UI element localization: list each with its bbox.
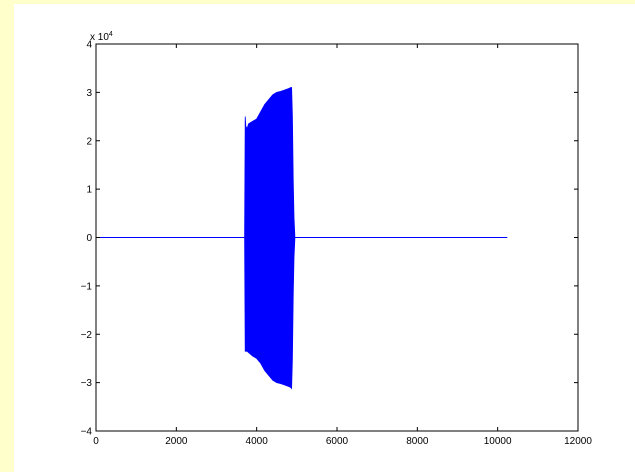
- y-multiplier-label: x 104: [90, 31, 113, 43]
- series-burst-area: [244, 87, 296, 390]
- y-tick-label: −3: [81, 378, 93, 389]
- x-tick-label: 4000: [246, 436, 269, 447]
- x-tick-label: 8000: [406, 436, 429, 447]
- y-tick-label: 3: [86, 88, 92, 99]
- x-tick-label: 2000: [165, 436, 188, 447]
- y-tick-label: 4: [86, 40, 92, 51]
- ticks-layer: [95, 43, 579, 432]
- x-tick-label: 0: [93, 436, 99, 447]
- y-tick-label: −4: [81, 427, 93, 438]
- y-tick-label: 0: [86, 233, 92, 244]
- y-tick-label: 2: [86, 136, 92, 147]
- y-multiplier-exponent: 4: [109, 31, 113, 38]
- figure: 0 2000 4000 6000 8000 10000 12000 −4 −3 −2 −1 0 1 2 3 4…: [14, 4, 635, 472]
- series-layer: [96, 87, 508, 390]
- labels-layer: 0 2000 4000 6000 8000 10000 12000 −4 −3 −2 −1 0 1 2 3 4…: [81, 31, 593, 447]
- y-multiplier-base: x 10: [90, 32, 109, 43]
- y-tick-label: −1: [81, 281, 93, 292]
- x-tick-label: 10000: [484, 436, 512, 447]
- y-tick-label: −2: [81, 330, 93, 341]
- x-tick-label: 6000: [326, 436, 349, 447]
- x-tick-label: 12000: [564, 436, 592, 447]
- y-tick-label: 1: [86, 185, 92, 196]
- line-chart: 0 2000 4000 6000 8000 10000 12000 −4 −3 −2 −1 0 1 2 3 4…: [81, 31, 593, 447]
